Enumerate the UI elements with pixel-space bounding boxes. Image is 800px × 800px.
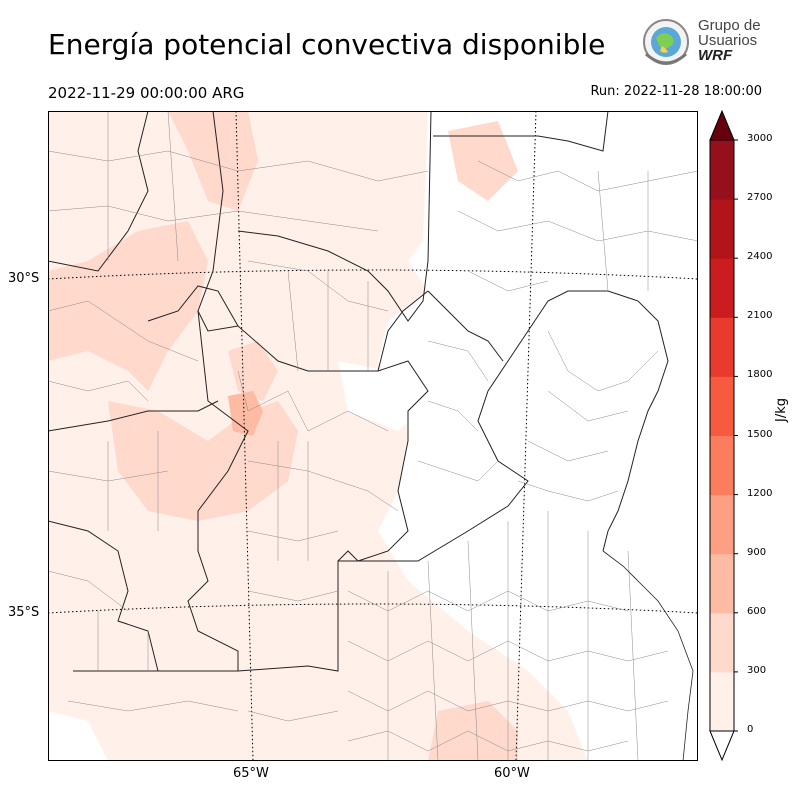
logo-text: Grupo de Usuarios WRF [698, 17, 761, 64]
graticule-lat-35s [48, 603, 698, 614]
colorbar-band [710, 494, 734, 555]
valid-time: 2022-11-29 00:00:00 ARG [48, 84, 245, 102]
no-cape-area [378, 111, 698, 761]
lat-label-30s: 30°S [8, 271, 40, 286]
wrf-logo: Grupo de Usuarios WRF [638, 16, 766, 72]
graticule-lon-65w [235, 111, 254, 761]
colorbar-tick-label: 2700 [747, 192, 773, 204]
map-frame [48, 111, 698, 761]
colorbar-tick-label: 2400 [747, 251, 773, 263]
no-cape-area [478, 251, 608, 361]
department-boundaries [48, 111, 698, 761]
no-cape-area [338, 361, 418, 431]
colorbar-tick-label: 600 [747, 605, 767, 617]
cape-patch-300 [228, 341, 278, 401]
colorbar-band [710, 317, 734, 377]
lon-label-65w: 65°W [233, 766, 269, 781]
colorbar-tick-label: 2100 [747, 310, 773, 322]
colorbar-band [710, 671, 734, 732]
province-boundaries [48, 111, 669, 672]
colorbar-band [710, 140, 734, 200]
run-time: Run: 2022-11-28 18:00:00 [590, 84, 762, 99]
colorbar-unit: J/kg [774, 398, 789, 422]
colorbar-band [710, 612, 734, 673]
colorbar-tick-label: 1800 [747, 369, 773, 381]
cape-patch-600 [228, 391, 263, 436]
colorbar-band [710, 258, 734, 318]
colorbar-tick-label: 1200 [747, 487, 773, 499]
colorbar-extend-high [709, 109, 735, 141]
cape-patch-300 [428, 701, 518, 761]
no-cape-area [48, 711, 108, 761]
colorbar-tick-label: 300 [747, 664, 767, 676]
colorbar-band [710, 376, 734, 436]
colorbar-band [710, 435, 734, 496]
lon-label-60w: 60°W [494, 766, 530, 781]
colorbar-extend-low [709, 730, 735, 762]
colorbar-band [710, 199, 734, 259]
colorbar-tick-label: 0 [747, 724, 754, 735]
colorbar-tick-label: 1500 [747, 428, 773, 440]
cape-patch-300 [448, 121, 518, 201]
coastline [602, 550, 694, 761]
colorbar [709, 109, 738, 762]
colorbar-band [710, 553, 734, 614]
graticule-lon-60w [515, 111, 537, 761]
cape-patch-300 [168, 111, 258, 211]
graticule-lat-30s [48, 269, 698, 280]
colorbar-tick-label: 3000 [747, 133, 773, 144]
globe-emblem-icon [643, 19, 689, 65]
lat-label-35s: 35°S [8, 605, 40, 620]
colorbar-tick-label: 900 [747, 546, 767, 558]
cape-patch-300 [48, 221, 208, 391]
chart-title: Energía potencial convectiva disponible [48, 28, 606, 61]
cape-map [48, 111, 698, 761]
